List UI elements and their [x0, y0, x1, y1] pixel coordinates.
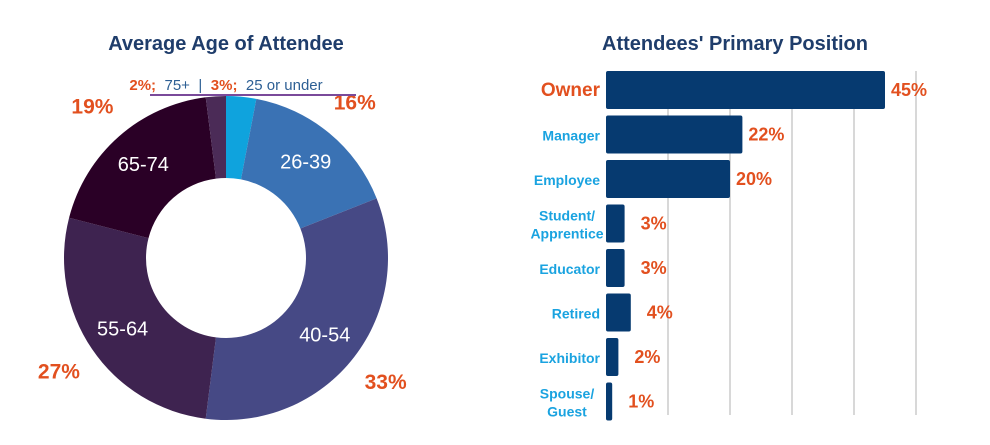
category-label-manager: Manager	[542, 128, 600, 144]
slice-label-65-74: 65-74	[118, 154, 169, 176]
category-label-spouse-guest: Spouse/Guest	[540, 386, 595, 420]
bar-educator	[606, 249, 625, 287]
value-label-educator: 3%	[641, 258, 667, 278]
donut-slice-26-39	[240, 98, 377, 229]
value-label-exhibitor: 2%	[634, 347, 660, 367]
bar-exhibitor	[606, 338, 619, 376]
annotation-75plus-pct: 2%;	[129, 77, 156, 94]
value-label-employee: 20%	[736, 169, 772, 189]
bar-employee	[606, 160, 730, 198]
category-label-exhibitor: Exhibitor	[539, 350, 600, 366]
annotation-25under-label: 25 or under	[246, 77, 323, 94]
slice-label-26-39: 26-39	[280, 152, 331, 174]
category-label-owner: Owner	[541, 80, 601, 101]
category-label-educator: Educator	[539, 261, 600, 277]
bar-title: Attendees' Primary Position	[602, 33, 868, 55]
donut-chart: 26-39 16% 40-54 33% 55-64 27% 65-74 19%	[38, 91, 407, 421]
slice-pct-26-39: 16%	[334, 91, 376, 114]
donut-slice-40-54	[205, 198, 388, 421]
bar-spouse-guest	[606, 382, 613, 421]
donut-slice-65-74	[69, 97, 216, 239]
value-label-owner: 45%	[891, 80, 927, 100]
bar-manager	[606, 115, 743, 154]
svg-text:2%; 75+ | 3%: 2%; 75+ | 3%; 25 or under	[129, 77, 322, 94]
value-label-retired: 4%	[647, 303, 673, 323]
annotation-25under-pct: 3%;	[211, 77, 238, 94]
donut-small-slice-annotation: 2%; 75+ | 3%; 25 or under	[129, 77, 356, 96]
bar-owner	[606, 71, 885, 109]
slice-pct-55-64: 27%	[38, 361, 80, 384]
annotation-75plus-label: 75+	[165, 77, 191, 94]
bar-retired	[606, 293, 631, 332]
category-label-employee: Employee	[534, 172, 600, 188]
donut-title: Average Age of Attendee	[108, 33, 344, 55]
value-label-spouse-guest: 1%	[628, 392, 654, 412]
slice-label-40-54: 40-54	[299, 325, 350, 347]
value-label-manager: 22%	[748, 125, 784, 145]
slice-pct-40-54: 33%	[365, 371, 407, 394]
donut-slice-75-	[205, 96, 226, 179]
slice-pct-65-74: 19%	[71, 95, 113, 118]
bar-chart: 45% Owner 22% Manager 20% Employee 3% Student/A…	[530, 71, 927, 421]
category-label-retired: Retired	[552, 306, 600, 322]
bar-student-apprentice	[606, 204, 625, 243]
annotation-separator: |	[198, 77, 202, 94]
slice-label-55-64: 55-64	[97, 318, 148, 340]
donut-slice-25-or-under	[226, 96, 257, 180]
donut-slice-55-64	[63, 217, 216, 419]
value-label-student-apprentice: 3%	[641, 214, 667, 234]
category-label-student-apprentice: Student/Apprentice	[530, 208, 603, 242]
